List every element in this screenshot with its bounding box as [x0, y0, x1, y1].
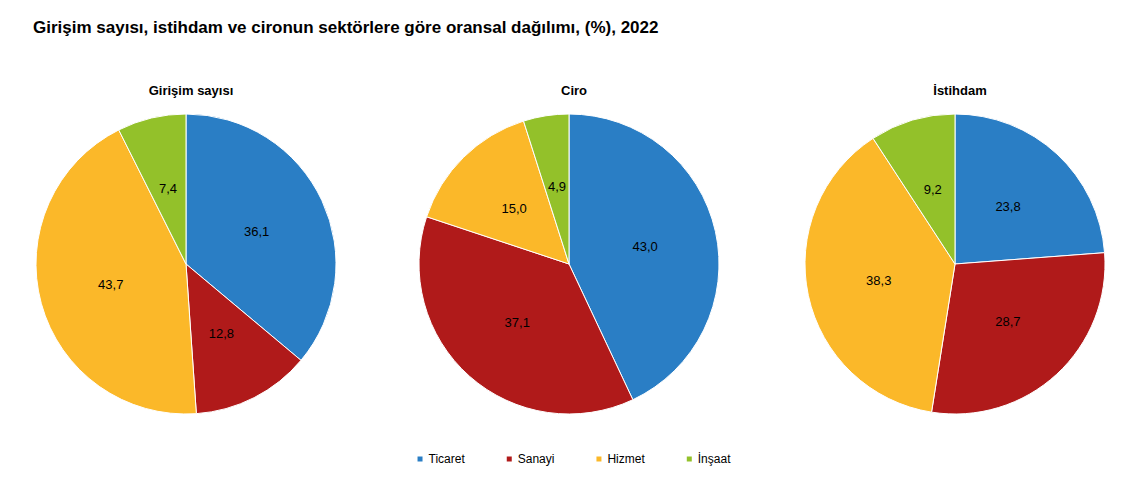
svg-text:28,7: 28,7 [995, 314, 1020, 329]
svg-text:36,1: 36,1 [244, 224, 269, 239]
svg-text:12,8: 12,8 [209, 326, 234, 341]
svg-text:Girişim sayısı, istihdam ve ci: Girişim sayısı, istihdam ve cironun sekt… [33, 18, 658, 37]
svg-text:İnşaat: İnşaat [698, 452, 731, 466]
svg-text:23,8: 23,8 [995, 199, 1020, 214]
svg-text:43,7: 43,7 [98, 277, 123, 292]
svg-text:Ticaret: Ticaret [429, 452, 466, 466]
svg-text:İstihdam: İstihdam [933, 83, 986, 98]
svg-text:7,4: 7,4 [159, 181, 177, 196]
svg-text:9,2: 9,2 [924, 182, 942, 197]
svg-text:Ciro: Ciro [561, 83, 587, 98]
svg-text:15,0: 15,0 [502, 201, 527, 216]
svg-text:Girişim sayısı: Girişim sayısı [149, 83, 234, 98]
svg-text:43,0: 43,0 [632, 239, 657, 254]
svg-text:4,9: 4,9 [548, 179, 566, 194]
svg-text:37,1: 37,1 [505, 315, 530, 330]
svg-text:38,3: 38,3 [866, 273, 891, 288]
svg-text:Hizmet: Hizmet [607, 452, 645, 466]
svg-text:Sanayi: Sanayi [518, 452, 555, 466]
